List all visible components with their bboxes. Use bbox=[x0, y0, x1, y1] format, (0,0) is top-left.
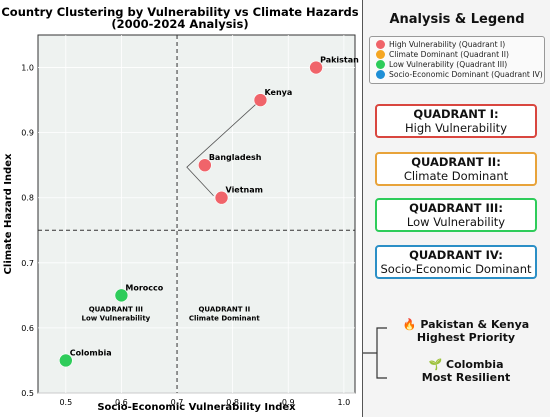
data-point bbox=[198, 158, 212, 172]
data-point bbox=[309, 60, 323, 75]
quadrant-2-title: QUADRANT II: bbox=[411, 155, 501, 169]
x-tick-label: 0.6 bbox=[115, 398, 128, 407]
legend-dot-orange bbox=[376, 49, 385, 59]
data-point bbox=[214, 190, 229, 205]
x-tick-label: 0.9 bbox=[282, 398, 295, 407]
resilient-country: Colombia bbox=[446, 358, 504, 371]
plot-area bbox=[37, 34, 356, 394]
legend-dot-red bbox=[376, 39, 385, 49]
legend-dot-green bbox=[376, 59, 385, 69]
y-axis-label: Climate Hazard Index bbox=[3, 153, 14, 274]
scatter-plot-svg: Country Clustering by Vulnerability vs C… bbox=[1, 5, 359, 413]
scatter-chart: Country Clustering by Vulnerability vs C… bbox=[1, 5, 359, 413]
quadrant-4-subtitle: Socio-Economic Dominant bbox=[380, 262, 532, 276]
resilient-note: 🌱 Colombia Most Resilient bbox=[401, 358, 531, 384]
point-label: Colombia bbox=[70, 348, 112, 357]
point-label: Bangladesh bbox=[209, 153, 262, 162]
y-tick-label: 0.5 bbox=[21, 389, 34, 398]
seedling-icon: 🌱 bbox=[428, 358, 443, 371]
point-label: Vietnam bbox=[226, 186, 263, 195]
fire-icon: 🔥 bbox=[402, 318, 417, 331]
quadrant-1-title: QUADRANT I: bbox=[413, 107, 499, 121]
quadrant-3-box: QUADRANT III: Low Vulnerability bbox=[375, 198, 537, 232]
quadrant-4-box: QUADRANT IV: Socio-Economic Dominant bbox=[375, 245, 537, 279]
priority-label: Highest Priority bbox=[416, 331, 516, 344]
priority-line-1: 🔥 Pakistan & Kenya bbox=[401, 318, 531, 331]
quadrant-3-title: QUADRANT III: bbox=[409, 201, 503, 215]
quadrant-2-subtitle: Climate Dominant bbox=[403, 169, 509, 183]
chart-title-line: Country Clustering by Vulnerability vs C… bbox=[1, 5, 358, 19]
legend-dot-blue bbox=[376, 69, 385, 79]
legend-item-q3: Low Vulnerability (Quadrant III) bbox=[376, 59, 544, 69]
x-tick-label: 0.8 bbox=[226, 398, 239, 407]
analysis-panel: Analysis & Legend High Vulnerability (Qu… bbox=[362, 0, 550, 417]
x-tick-label: 0.5 bbox=[59, 398, 72, 407]
quadrant-1-box: QUADRANT I: High Vulnerability bbox=[375, 104, 537, 138]
y-tick-label: 0.7 bbox=[21, 259, 34, 268]
legend-label: Climate Dominant (Quadrant II) bbox=[389, 49, 509, 59]
x-tick-label: 0.7 bbox=[171, 398, 184, 407]
point-label: Kenya bbox=[264, 88, 292, 97]
legend-item-q1: High Vulnerability (Quadrant I) bbox=[376, 39, 544, 49]
y-tick-label: 0.9 bbox=[21, 129, 34, 138]
legend-label: Low Vulnerability (Quadrant III) bbox=[389, 59, 508, 69]
legend-item-q4: Socio-Economic Dominant (Quadrant IV) bbox=[376, 69, 544, 79]
resilient-label: Most Resilient bbox=[421, 371, 511, 384]
quadrant-3-subtitle: Low Vulnerability bbox=[406, 215, 506, 229]
y-tick-label: 0.8 bbox=[21, 194, 34, 203]
x-tick-label: 1.0 bbox=[338, 398, 351, 407]
quadrant-annotation: Low Vulnerability bbox=[81, 315, 150, 323]
quadrant-annotation: QUADRANT III bbox=[89, 306, 143, 314]
legend-label: Socio-Economic Dominant (Quadrant IV) bbox=[389, 69, 543, 79]
quadrant-2-box: QUADRANT II: Climate Dominant bbox=[375, 152, 537, 186]
x-axis-label: Socio-Economic Vulnerability Index bbox=[97, 402, 296, 413]
panel-title: Analysis & Legend bbox=[389, 12, 525, 27]
y-tick-label: 0.6 bbox=[21, 324, 34, 333]
data-point bbox=[59, 353, 73, 368]
priority-note: 🔥 Pakistan & Kenya Highest Priority bbox=[401, 318, 531, 344]
data-point bbox=[253, 93, 268, 107]
legend-label: High Vulnerability (Quadrant I) bbox=[389, 39, 506, 49]
connector-line bbox=[186, 99, 261, 197]
chart-title-line: (2000-2024 Analysis) bbox=[111, 17, 248, 31]
quadrant-4-title: QUADRANT IV: bbox=[409, 248, 503, 262]
resilient-line-1: 🌱 Colombia bbox=[401, 358, 531, 371]
quadrant-1-subtitle: High Vulnerability bbox=[405, 121, 507, 135]
quadrant-annotation: Climate Dominant bbox=[189, 315, 260, 323]
quadrant-annotation: QUADRANT II bbox=[198, 306, 250, 314]
point-label: Pakistan bbox=[320, 56, 359, 65]
point-label: Morocco bbox=[125, 283, 163, 292]
legend-box: High Vulnerability (Quadrant I) Climate … bbox=[369, 36, 545, 84]
data-point bbox=[114, 288, 129, 303]
bracket-connector bbox=[363, 327, 387, 379]
y-tick-label: 1.0 bbox=[21, 64, 34, 73]
legend-item-q2: Climate Dominant (Quadrant II) bbox=[376, 49, 544, 59]
priority-countries: Pakistan & Kenya bbox=[420, 318, 530, 331]
